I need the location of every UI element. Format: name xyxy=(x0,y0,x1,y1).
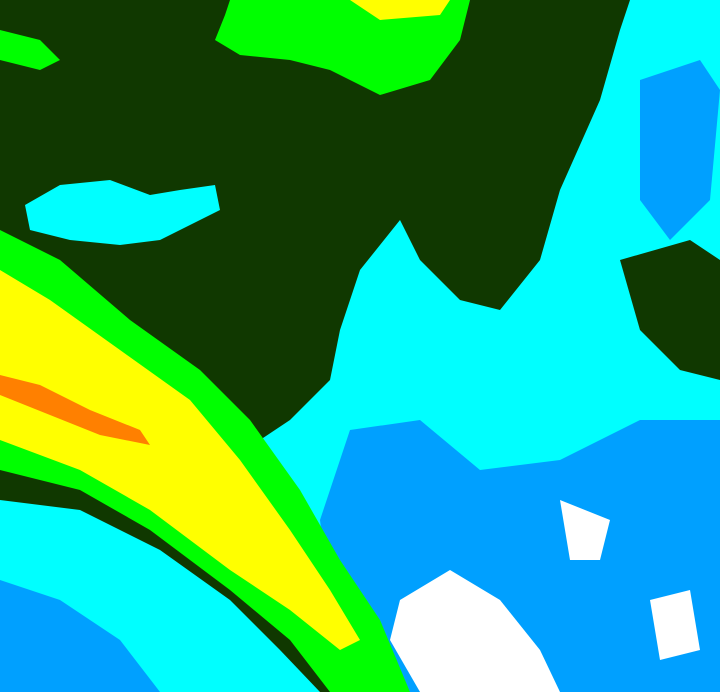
orange-streak xyxy=(0,375,150,445)
green-region-topleft xyxy=(0,30,60,70)
blue-streaks-topright xyxy=(640,60,720,240)
dark-gap-right xyxy=(620,240,720,380)
yellow-band xyxy=(0,270,360,650)
blue-region-bottomleft xyxy=(0,580,160,692)
cyan-cloud-left xyxy=(25,180,220,245)
white-region-farright xyxy=(650,590,700,660)
white-region-bottom xyxy=(390,570,560,692)
white-region-right xyxy=(560,500,610,560)
yellow-region-top xyxy=(350,0,450,20)
green-region-top xyxy=(215,0,470,95)
